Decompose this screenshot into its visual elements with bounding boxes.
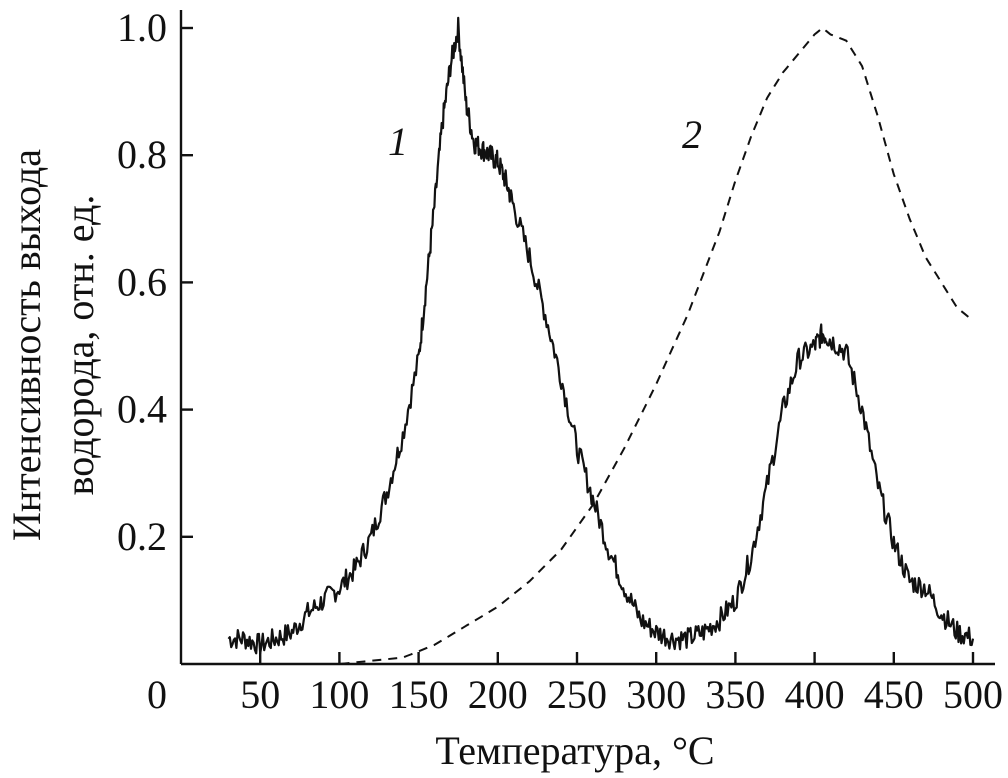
- plot-area: [179, 10, 995, 666]
- x-tick-label: 500: [943, 672, 1003, 717]
- x-tick-label: 100: [309, 672, 369, 717]
- x-tick-label: 150: [389, 672, 449, 717]
- x-tick-label: 200: [468, 672, 528, 717]
- y-tick-label: 0.2: [117, 514, 167, 559]
- y-tick-label: 0.6: [117, 259, 167, 304]
- x-tick-label: 350: [705, 672, 765, 717]
- y-tick-label: 0.4: [117, 387, 167, 432]
- y-axis-label-line2: водорода, отн. ед.: [57, 195, 102, 496]
- series-line-2: [228, 27, 974, 665]
- series-line-1: [227, 16, 975, 655]
- series-label-2: 2: [682, 112, 702, 157]
- series-label-1: 1: [388, 119, 408, 164]
- x-tick-label: 50: [240, 672, 280, 717]
- x-tick-label: 400: [785, 672, 845, 717]
- x-axis-ticks: 0 50 100 150 200 250 300 350 400 450 500: [147, 652, 1003, 717]
- x-axis-label: Температура, °C: [435, 728, 714, 773]
- series-lines: [227, 16, 975, 665]
- x-tick-label: 0: [147, 672, 167, 717]
- x-tick-label: 450: [864, 672, 924, 717]
- x-tick-label: 300: [626, 672, 686, 717]
- y-tick-label: 1.0: [117, 5, 167, 50]
- x-tick-label: 250: [547, 672, 607, 717]
- y-axis-ticks: 0.2 0.4 0.6 0.8 1.0: [117, 5, 193, 559]
- y-tick-label: 0.8: [117, 132, 167, 177]
- y-axis-label-line1: Интенсивность выхода: [4, 149, 49, 541]
